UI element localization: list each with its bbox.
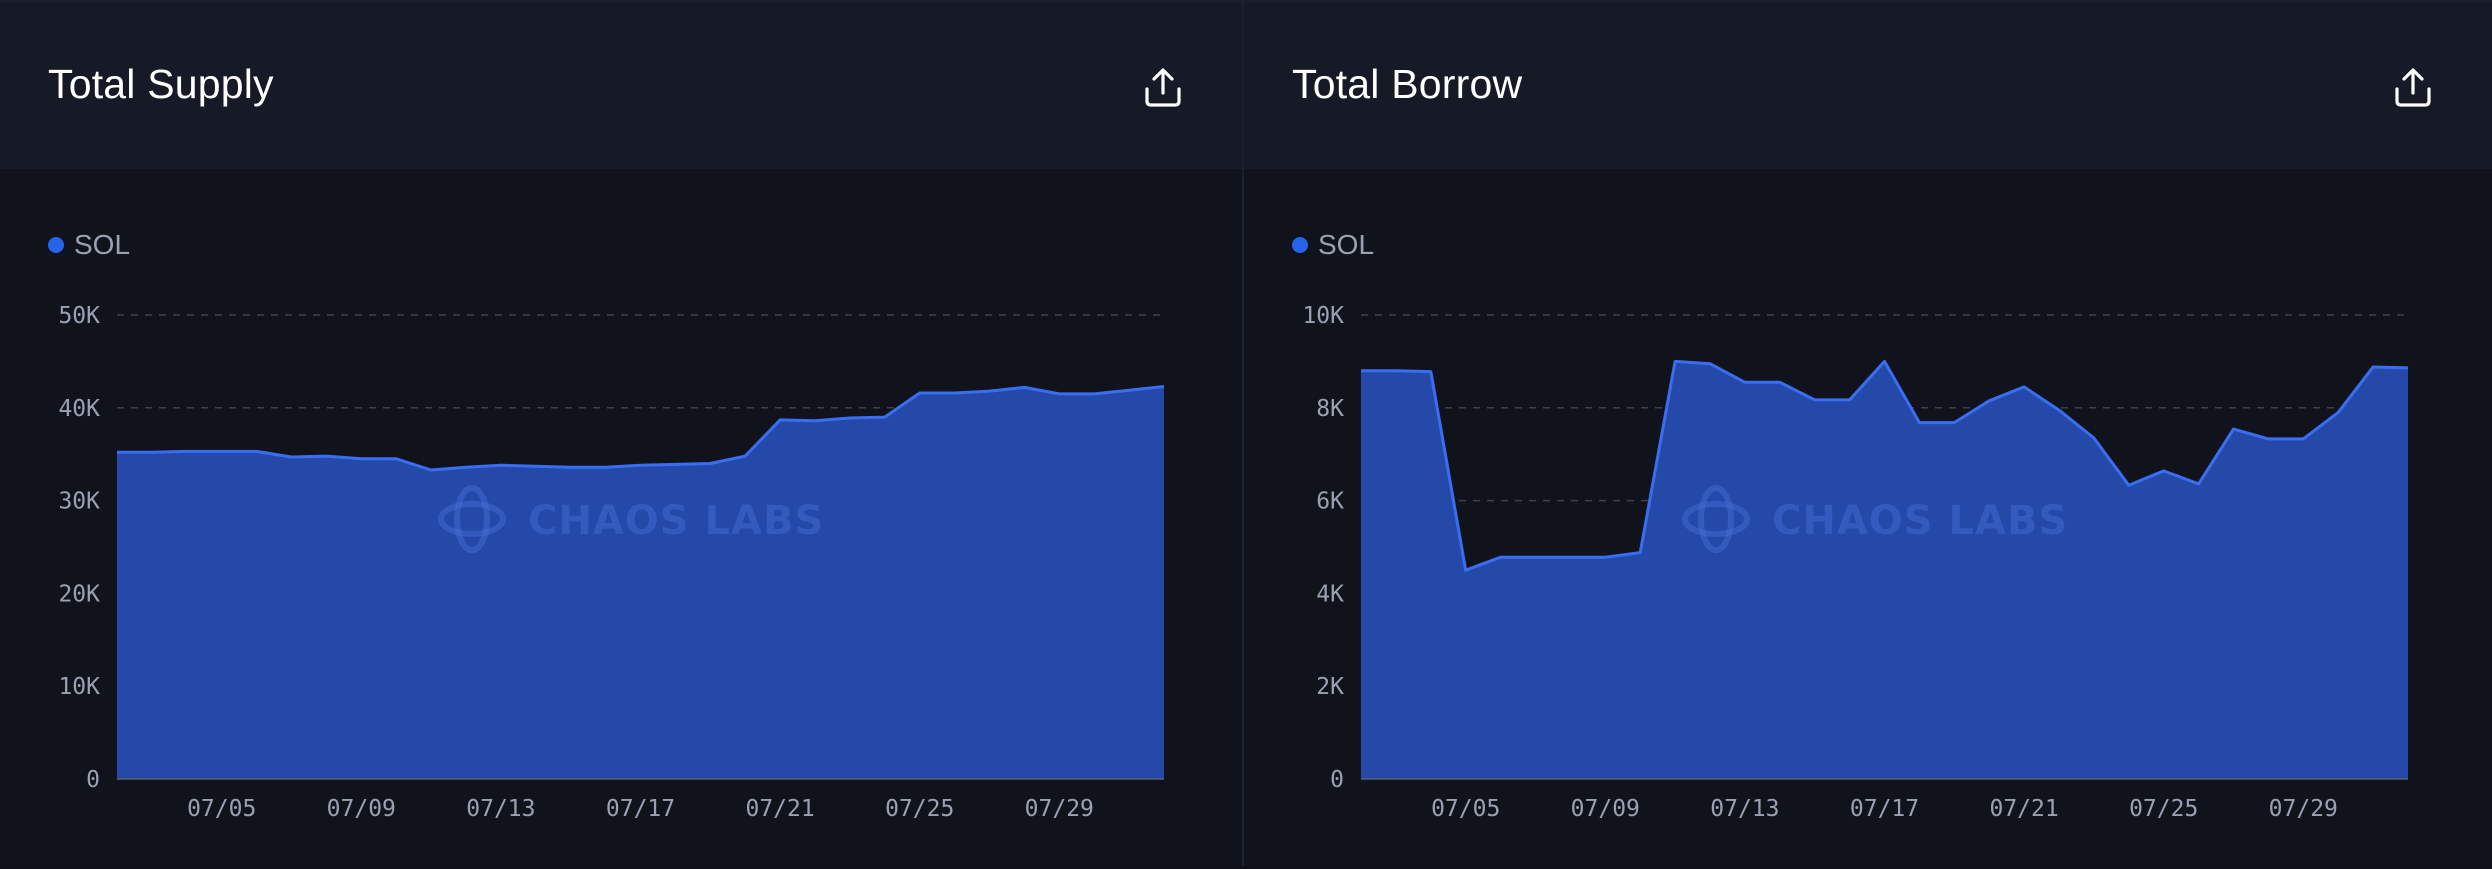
legend-marker: [1292, 237, 1308, 253]
y-tick-label: 8K: [1316, 396, 1344, 422]
y-tick-label: 40K: [58, 396, 100, 422]
share-upload-icon[interactable]: [2390, 65, 2436, 111]
card-title: Total Supply: [48, 61, 274, 107]
total-supply-card: Total Supply SOL 0 10K 20K 30K 40K 50K CHAOS L…: [0, 0, 1244, 866]
chart-legend[interactable]: SOL: [48, 225, 130, 265]
x-tick-label: 07/21: [1989, 796, 2058, 822]
y-tick-label: 2K: [1316, 674, 1344, 700]
x-tick-label: 07/17: [606, 796, 675, 822]
series-area-sol: [117, 386, 1164, 779]
card-header: Total Borrow: [1244, 3, 2492, 169]
chaos-labs-watermark: CHAOS LABS: [438, 485, 824, 553]
total-borrow-chart: 0 2K 4K 6K 8K 10K CHAOS LABS 07/05 07/09 07/13 07/…: [1302, 303, 2409, 822]
x-tick-label: 07/09: [1571, 796, 1640, 822]
chaos-labs-watermark: CHAOS LABS: [1682, 485, 2068, 553]
series-line-sol: [1361, 359, 2409, 572]
y-tick-label: 10K: [1302, 303, 1344, 329]
y-tick-label: 4K: [1316, 581, 1344, 607]
x-tick-label: 07/29: [2269, 796, 2338, 822]
x-tick-label: 07/17: [1850, 796, 1919, 822]
x-tick-label: 07/13: [466, 796, 535, 822]
y-tick-label: 6K: [1316, 489, 1344, 515]
x-tick-label: 07/13: [1710, 796, 1779, 822]
y-tick-label: 20K: [58, 581, 100, 607]
series-line-sol: [117, 385, 1165, 472]
chart-legend[interactable]: SOL: [1292, 225, 1374, 265]
legend-marker: [48, 237, 64, 253]
y-tick-label: 0: [86, 767, 100, 793]
y-tick-label: 0: [1330, 767, 1344, 793]
share-upload-icon[interactable]: [1140, 65, 1186, 111]
y-tick-label: 50K: [58, 303, 100, 329]
x-tick-label: 07/25: [885, 796, 954, 822]
y-tick-label: 30K: [58, 489, 100, 515]
legend-label: SOL: [1318, 229, 1375, 260]
x-tick-label: 07/29: [1025, 796, 1094, 822]
legend-label: SOL: [74, 229, 131, 260]
x-tick-label: 07/05: [1431, 796, 1500, 822]
y-tick-label: 10K: [58, 674, 100, 700]
card-header: Total Supply: [0, 3, 1242, 169]
watermark-text: CHAOS LABS: [528, 498, 824, 544]
x-tick-label: 07/21: [745, 796, 814, 822]
x-tick-label: 07/05: [187, 796, 256, 822]
watermark-text: CHAOS LABS: [1772, 498, 2068, 544]
x-tick-label: 07/09: [327, 796, 396, 822]
card-title: Total Borrow: [1292, 61, 1523, 107]
total-borrow-card: Total Borrow SOL 0 2K 4K 6K 8K 10K CHAOS LABS 0…: [1244, 0, 2492, 866]
x-tick-label: 07/25: [2129, 796, 2198, 822]
total-supply-chart: 0 10K 20K 30K 40K 50K CHAOS LABS 07/05 07/09 07/1…: [58, 303, 1165, 822]
series-area-sol: [1361, 361, 2408, 779]
